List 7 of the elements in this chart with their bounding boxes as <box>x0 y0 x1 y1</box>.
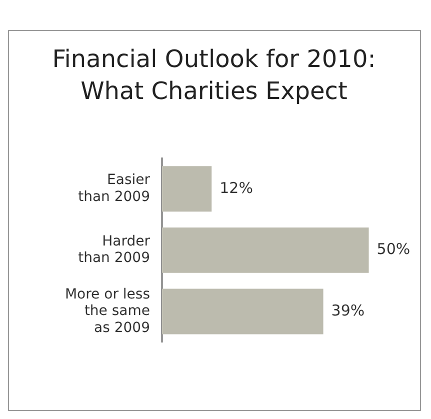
data-label: 39% <box>331 301 365 320</box>
y-tick-label: More or less the same as 2009 <box>64 286 150 336</box>
data-label: 50% <box>376 240 410 258</box>
y-tick-label: Easier than 2009 <box>78 172 150 205</box>
chart-title: Financial Outlook for 2010: What Charities Expect <box>51 44 377 107</box>
y-tick-label: Harder than 2009 <box>78 233 150 266</box>
data-label: 12% <box>220 178 253 197</box>
